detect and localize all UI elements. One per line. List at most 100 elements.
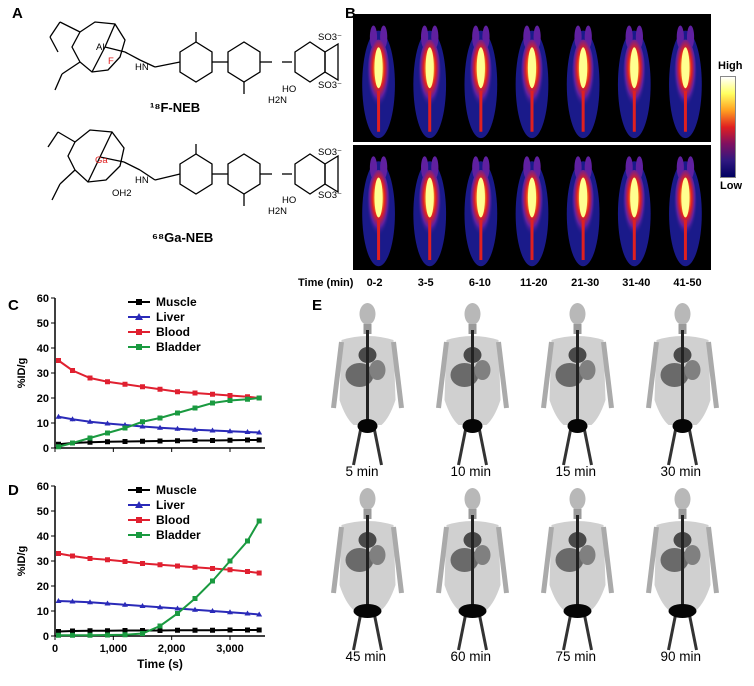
pet-frame xyxy=(566,25,600,139)
pet-frame xyxy=(362,25,395,139)
mip-body-image xyxy=(646,488,719,651)
data-point xyxy=(87,599,93,605)
mip-time-label: 45 min xyxy=(345,649,387,664)
data-point xyxy=(122,381,128,387)
data-point xyxy=(70,632,75,638)
data-point xyxy=(55,413,62,419)
data-point xyxy=(140,561,145,566)
mip-time-label: 90 min xyxy=(660,649,702,664)
pet-time-label: 6-10 xyxy=(468,277,491,289)
data-point xyxy=(157,628,163,633)
legend-c: Muscle Liver Blood Bladder xyxy=(128,294,201,354)
mip-body-image xyxy=(541,303,614,466)
x-tick-label: 1,000 xyxy=(100,643,128,655)
y-tick-label: 30 xyxy=(37,368,49,380)
data-point xyxy=(122,439,128,444)
data-point xyxy=(256,429,263,435)
data-point xyxy=(175,611,180,616)
data-point xyxy=(157,386,163,392)
data-point xyxy=(227,627,233,633)
pet-frame xyxy=(617,25,651,139)
data-point xyxy=(210,566,215,571)
data-point xyxy=(245,396,250,402)
data-point xyxy=(256,611,263,617)
pet-time-label: 3-5 xyxy=(417,277,434,289)
pet-time-label: 21-30 xyxy=(571,277,600,289)
ga-neb-label: ⁶⁸Ga-NEB xyxy=(152,230,214,245)
data-point xyxy=(87,435,93,441)
data-point xyxy=(140,419,145,425)
data-point xyxy=(55,598,62,603)
mip-body-image xyxy=(541,488,614,651)
data-point xyxy=(69,598,76,604)
data-point xyxy=(87,439,93,445)
y-axis-label: %ID/g xyxy=(16,546,28,577)
panel-label-a: A xyxy=(12,5,23,22)
data-point xyxy=(174,425,181,431)
chemical-structures xyxy=(47,21,339,206)
pet-frame xyxy=(515,156,549,267)
panel-label-c: C xyxy=(8,297,19,314)
data-point xyxy=(157,438,163,444)
data-point xyxy=(140,628,145,633)
legend-d-liver: Liver xyxy=(156,497,185,512)
data-point xyxy=(192,426,198,432)
data-point xyxy=(210,400,215,406)
data-point xyxy=(175,438,180,444)
data-point xyxy=(122,632,128,638)
data-point xyxy=(192,405,198,411)
data-point xyxy=(210,391,215,397)
pet-frame xyxy=(464,25,498,139)
chem-atom-so3-bottom-a: SO3⁻ xyxy=(318,147,343,158)
y-tick-label: 10 xyxy=(37,606,49,618)
chem-atom-al: Al xyxy=(96,42,105,53)
mip-time-label: 75 min xyxy=(555,649,597,664)
pet-frame xyxy=(413,156,447,267)
chem-atom-h2n-bottom: H2N xyxy=(268,206,288,217)
data-point xyxy=(227,428,233,434)
data-point xyxy=(174,605,181,611)
data-point xyxy=(105,430,110,436)
pet-time-axis-label: Time (min) xyxy=(298,277,354,289)
y-tick-label: 40 xyxy=(37,343,49,355)
mip-time-label: 10 min xyxy=(450,464,492,479)
data-point xyxy=(87,418,93,424)
legend-c-bladder: Bladder xyxy=(156,339,201,354)
data-point xyxy=(70,553,75,559)
pet-frame xyxy=(515,25,549,139)
pet-time-label: 31-40 xyxy=(622,277,651,289)
data-point xyxy=(227,437,233,443)
data-point xyxy=(105,557,110,563)
data-point xyxy=(209,608,216,613)
y-tick-label: 0 xyxy=(43,443,49,455)
chem-atom-oh2: OH2 xyxy=(112,188,132,199)
mip-time-label: 5 min xyxy=(345,464,379,479)
panel-label-e: E xyxy=(312,297,323,314)
data-point xyxy=(157,604,163,610)
data-point xyxy=(157,623,163,629)
legend-d-muscle: Muscle xyxy=(156,482,197,497)
data-point xyxy=(175,410,180,416)
data-point xyxy=(56,632,61,638)
mip-time-label: 15 min xyxy=(555,464,597,479)
data-point xyxy=(175,563,180,569)
data-point xyxy=(105,439,110,445)
chem-atom-f: F xyxy=(108,56,114,67)
legend-d-bladder: Bladder xyxy=(156,527,201,542)
data-point xyxy=(122,425,128,431)
data-point xyxy=(56,629,61,634)
panel-label-b: B xyxy=(345,5,356,22)
pet-image-grid xyxy=(353,14,711,270)
data-point xyxy=(69,416,76,422)
data-point xyxy=(192,596,198,601)
data-point xyxy=(192,390,198,396)
data-point xyxy=(56,551,61,556)
mip-image-grid xyxy=(331,303,719,651)
data-point xyxy=(192,606,198,612)
y-tick-label: 40 xyxy=(37,531,49,543)
data-point xyxy=(56,358,61,363)
y-tick-label: 50 xyxy=(37,318,49,330)
chem-atom-ho-top: HO xyxy=(282,84,297,95)
pet-frame xyxy=(617,156,651,267)
data-point xyxy=(139,603,146,608)
